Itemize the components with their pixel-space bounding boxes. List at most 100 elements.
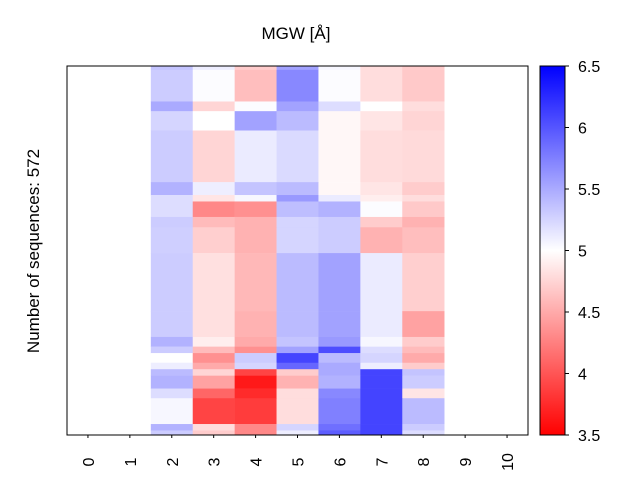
heatmap-cell: [360, 111, 403, 131]
heatmap-cell: [192, 336, 235, 347]
heatmap-cell: [318, 362, 361, 370]
heatmap-cell: [192, 398, 235, 425]
heatmap-cell: [276, 66, 319, 71]
heatmap-cell: [402, 375, 445, 389]
heatmap-cell: [360, 311, 403, 338]
heatmap-cell: [192, 227, 235, 254]
heatmap-cell: [150, 388, 194, 399]
heatmap-cell: [402, 216, 445, 228]
heatmap-cell: [318, 311, 361, 338]
heatmap-cell: [276, 353, 319, 364]
heatmap-cell: [276, 216, 319, 228]
heatmap-cell: [150, 101, 194, 112]
heatmap-cell: [276, 195, 319, 202]
heatmap-cell: [318, 227, 361, 254]
heatmap-cell: [402, 346, 445, 354]
heatmap-cell: [234, 101, 277, 112]
heatmap-cell: [360, 227, 403, 254]
heatmap-cell: [360, 336, 403, 347]
x-tick-label: 4: [249, 457, 266, 466]
heatmap-cell: [360, 353, 403, 364]
heatmap-cell: [402, 111, 445, 131]
heatmap-cell: [192, 111, 235, 131]
heatmap-cell: [402, 253, 445, 312]
heatmap-cell: [360, 69, 403, 102]
heatmap-cell: [318, 69, 361, 102]
x-tick-label: 8: [416, 457, 433, 466]
heatmap-cell: [402, 311, 445, 338]
heatmap-cell: [150, 201, 194, 218]
heatmap-cell: [360, 362, 403, 370]
heatmap-cell: [192, 430, 235, 436]
heatmap-cell: [276, 69, 319, 102]
heatmap-cell: [402, 353, 445, 364]
heatmap-cell: [402, 66, 445, 71]
colorbar-tick-label: 6: [578, 121, 587, 138]
heatmap-cell: [192, 182, 235, 196]
heatmap-cell: [234, 430, 277, 436]
heatmap-cell: [402, 362, 445, 370]
heatmap-cell: [276, 398, 319, 425]
heatmap-cell: [402, 369, 445, 376]
heatmap-cell: [234, 388, 277, 399]
heatmap-cell: [192, 369, 235, 376]
heatmap-cell: [192, 69, 235, 102]
heatmap-cell: [360, 130, 403, 183]
x-tick-label: 1: [123, 457, 140, 466]
heatmap-cell: [234, 69, 277, 102]
heatmap-cell: [150, 362, 194, 370]
heatmap-cell: [234, 311, 277, 338]
heatmap-cell: [150, 311, 194, 338]
heatmap-cell: [402, 201, 445, 218]
colorbar: [539, 65, 566, 436]
heatmap-cell: [150, 182, 194, 196]
y-axis-label: Number of sequences: 572: [24, 149, 43, 353]
heatmap-cell: [402, 130, 445, 183]
heatmap-cell: [360, 375, 403, 389]
heatmap-cell: [192, 216, 235, 228]
heatmap-cell: [192, 195, 235, 202]
heatmap-cell: [402, 101, 445, 112]
heatmap-cell: [234, 346, 277, 354]
heatmap-cell: [360, 388, 403, 399]
heatmap-cell: [318, 253, 361, 312]
heatmap-cell: [360, 66, 403, 71]
x-tick-label: 5: [291, 457, 308, 466]
heatmap-cell: [276, 111, 319, 131]
heatmap-cell: [234, 253, 277, 312]
heatmap-cell: [276, 336, 319, 347]
heatmap-cell: [276, 346, 319, 354]
heatmap-cell: [360, 424, 403, 431]
heatmap-cell: [276, 130, 319, 183]
heatmap-cell: [192, 253, 235, 312]
heatmap-cell: [234, 353, 277, 364]
heatmap-cell: [402, 388, 445, 399]
x-tick-label: 2: [165, 457, 182, 466]
heatmap-cell: [360, 346, 403, 354]
heatmap-cell: [192, 201, 235, 218]
heatmap-cell: [234, 195, 277, 202]
heatmap-cell: [318, 111, 361, 131]
heatmap-cell: [360, 101, 403, 112]
heatmap-cell: [276, 362, 319, 370]
heatmap-cell: [150, 336, 194, 347]
heatmap-cell: [276, 182, 319, 196]
colorbar-tick-label: 6.5: [578, 59, 600, 76]
heatmap-cell: [276, 388, 319, 399]
x-tick-label: 10: [500, 453, 517, 471]
heatmap-cell: [276, 375, 319, 389]
heatmap-cell: [360, 369, 403, 376]
colorbar-tick-label: 5.5: [578, 182, 600, 199]
heatmap-cell: [192, 375, 235, 389]
x-tick-label: 9: [458, 457, 475, 466]
heatmap-cell: [234, 424, 277, 431]
heatmap-cell: [360, 398, 403, 425]
heatmap-cell: [360, 182, 403, 196]
heatmap-cell: [150, 346, 194, 354]
x-axis-ticks: 0 1 2 3 4 5 6 7 8 9 10: [81, 435, 517, 471]
heatmap-cell: [234, 375, 277, 389]
heatmap-cell: [234, 111, 277, 131]
heatmap-cell: [234, 201, 277, 218]
heatmap-cell: [318, 101, 361, 112]
heatmap-cell: [234, 336, 277, 347]
